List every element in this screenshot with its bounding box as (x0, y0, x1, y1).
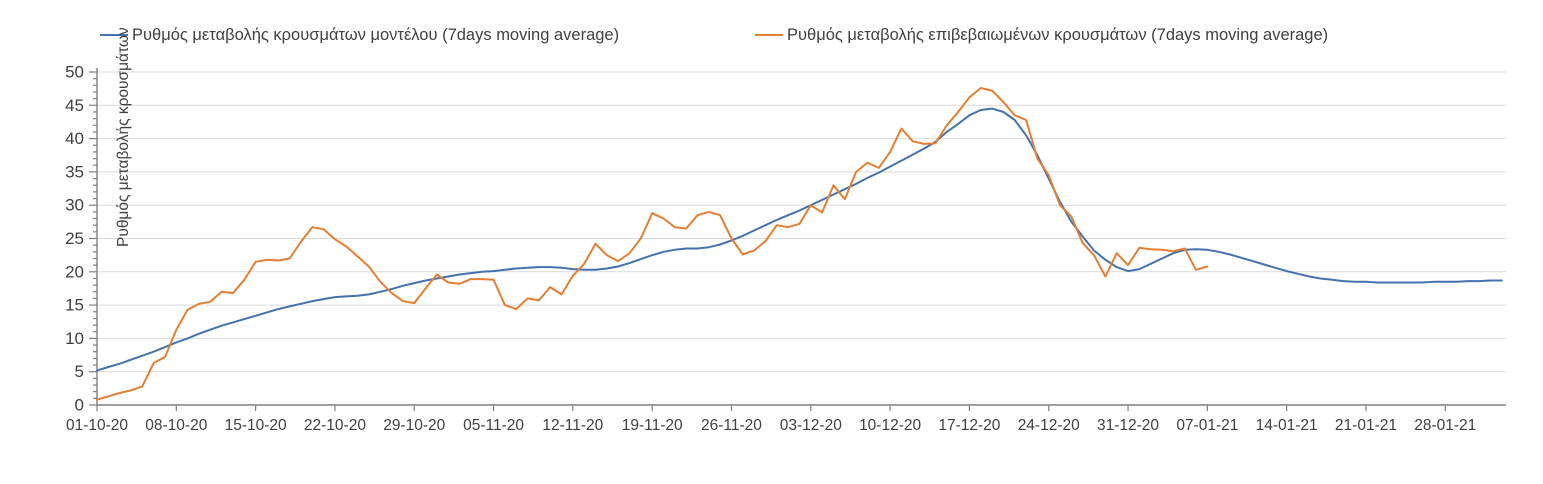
legend-line-swatch-confirmed (755, 34, 783, 36)
x-tick-label: 24-12-20 (1018, 417, 1080, 434)
x-tick-label: 19-11-20 (622, 417, 683, 434)
x-tick-label: 17-12-20 (938, 417, 1000, 434)
x-tick-label: 08-10-20 (145, 417, 207, 434)
y-tick-label: 5 (75, 362, 84, 381)
x-tick-label: 10-12-20 (859, 417, 921, 434)
y-tick-label: 30 (65, 196, 84, 215)
y-tick-label: 25 (65, 229, 84, 248)
legend-line-swatch-model (100, 34, 128, 36)
legend-label-model: Ρυθμός μεταβολής κρουσμάτων μοντέλου (7d… (132, 25, 620, 44)
legend-item-model: Ρυθμός μεταβολής κρουσμάτων μοντέλου (7d… (100, 22, 619, 48)
chart-legend: Ρυθμός μεταβολής κρουσμάτων μοντέλου (7d… (100, 22, 1520, 48)
y-tick-label: 10 (65, 329, 84, 348)
legend-label-confirmed: Ρυθμός μεταβολής επιβεβαιωμένων κρουσμάτ… (787, 25, 1329, 44)
y-tick-label: 0 (75, 396, 84, 415)
x-tick-label: 07-01-21 (1176, 417, 1238, 434)
y-tick-label: 40 (65, 129, 84, 148)
x-tick-label: 28-01-21 (1414, 417, 1476, 434)
x-tick-label: 14-01-21 (1256, 417, 1318, 434)
x-tick-label: 12-11-20 (542, 417, 603, 434)
x-tick-label: 29-10-20 (383, 417, 445, 434)
x-tick-label: 31-12-20 (1097, 417, 1159, 434)
x-tick-label: 22-10-20 (304, 417, 366, 434)
x-tick-label: 01-10-20 (66, 417, 128, 434)
x-tick-label: 26-11-20 (701, 417, 762, 434)
y-tick-label: 20 (65, 262, 84, 281)
y-tick-label: 15 (65, 296, 84, 315)
y-tick-label: 45 (65, 96, 84, 115)
x-tick-label: 03-12-20 (780, 417, 842, 434)
x-tick-label: 05-11-20 (463, 417, 524, 434)
series-line-model (96, 107, 1503, 372)
y-tick-label: 35 (65, 162, 84, 181)
y-tick-label: 50 (65, 63, 84, 82)
x-tick-label: 21-01-21 (1335, 417, 1397, 434)
series-line-confirmed (96, 87, 1209, 401)
x-tick-label: 15-10-20 (225, 417, 287, 434)
y-axis-title: Ρυθμός μεταβολής κρουσμάτων (114, 27, 132, 247)
legend-item-confirmed: Ρυθμός μεταβολής επιβεβαιωμένων κρουσμάτ… (755, 22, 1328, 48)
